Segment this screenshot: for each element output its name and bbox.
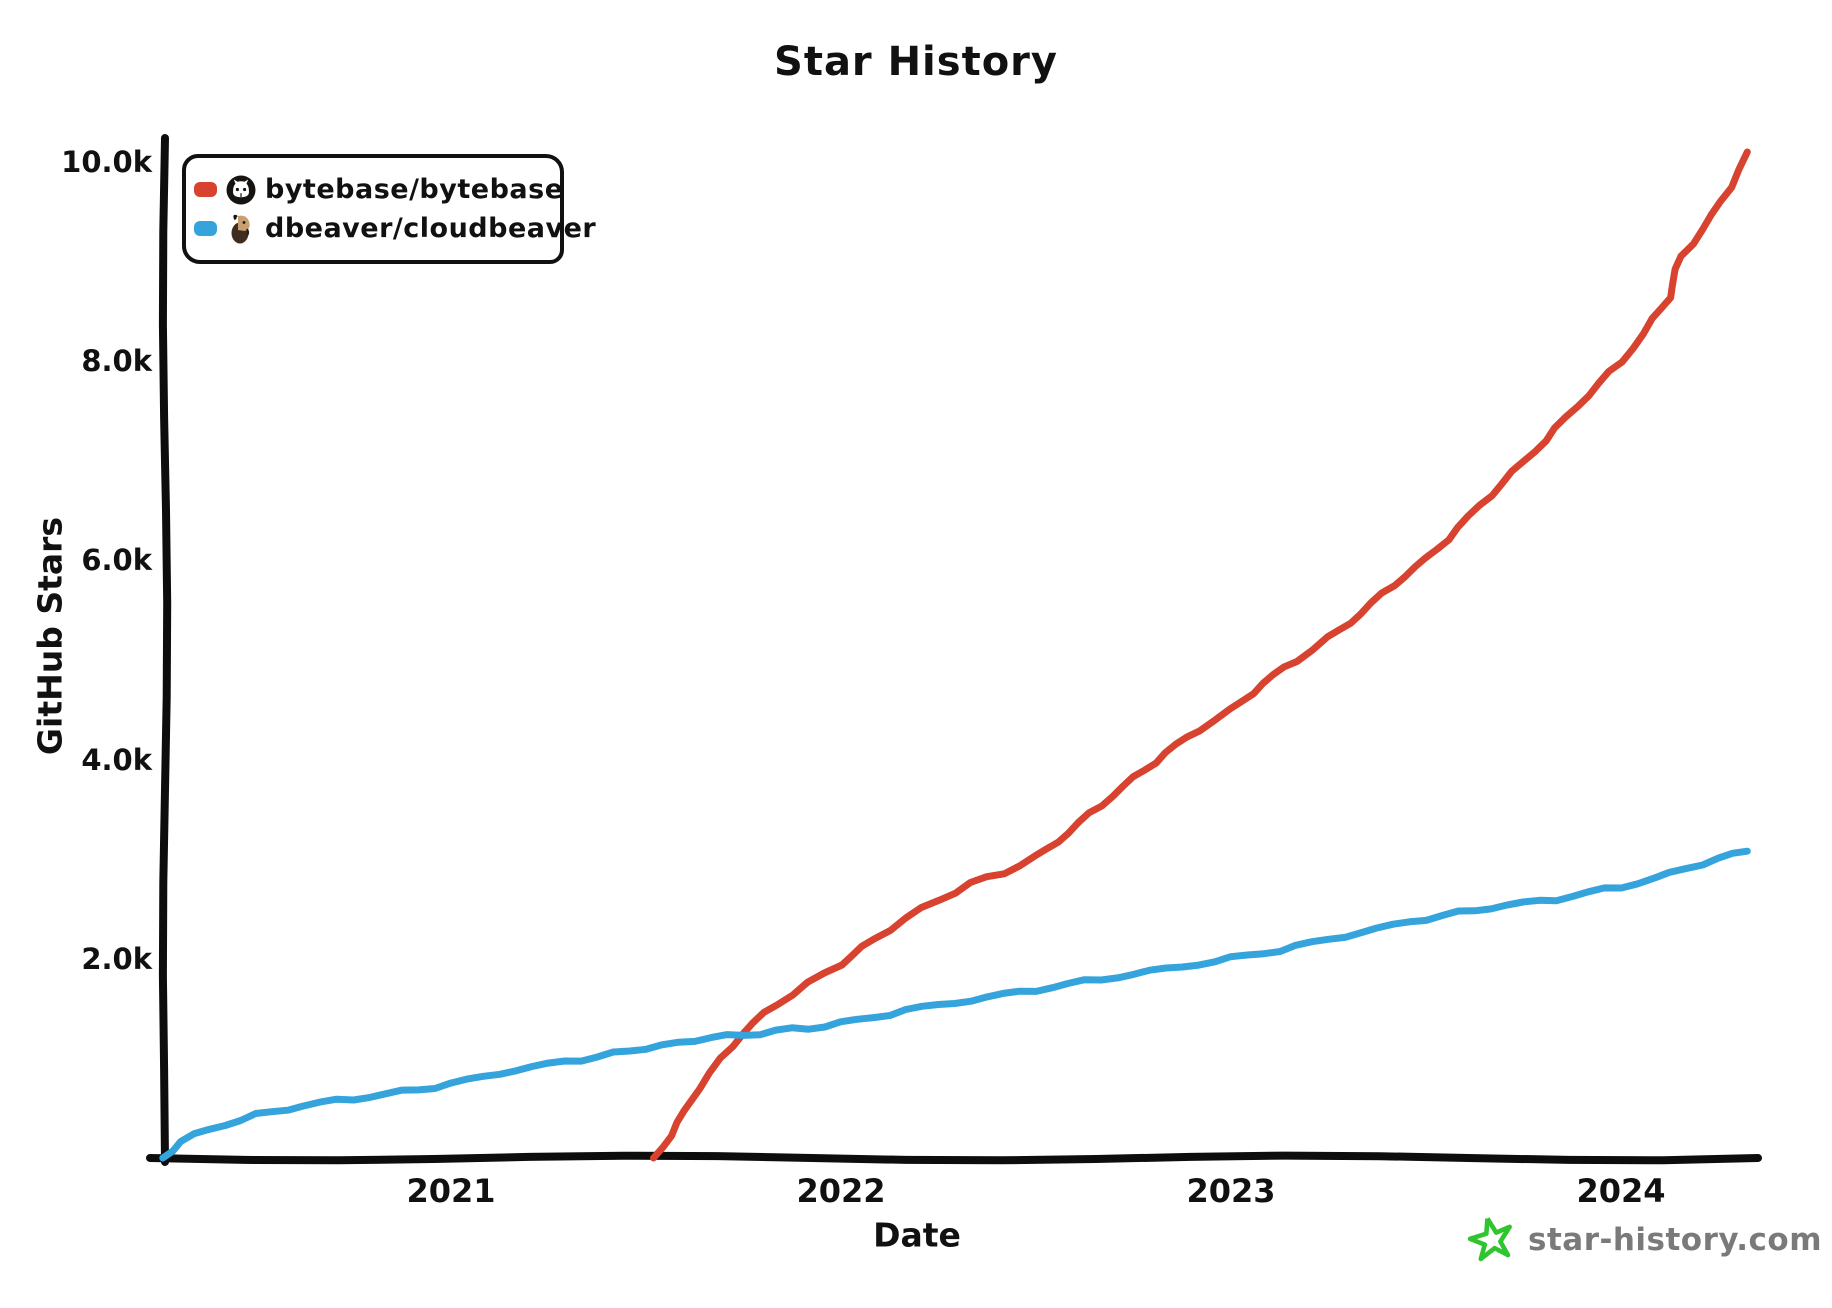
github-octocat-avatar bbox=[226, 175, 256, 204]
legend: bytebase/bytebase dbeaver/cloudbeaver bbox=[182, 154, 596, 264]
x-axis-line bbox=[146, 1151, 1762, 1165]
y-tick-label: 6.0k bbox=[81, 543, 152, 577]
x-axis-title: Date bbox=[873, 1215, 961, 1255]
legend-repo-name: bytebase/bytebase bbox=[265, 174, 564, 205]
watermark-text: star-history.com bbox=[1528, 1222, 1823, 1258]
y-tick-label: 8.0k bbox=[81, 344, 152, 378]
x-tick-label: 2024 bbox=[1576, 1172, 1666, 1210]
x-tick-label: 2023 bbox=[1186, 1172, 1276, 1210]
y-axis-line bbox=[158, 134, 172, 1166]
legend-color-swatch bbox=[194, 182, 217, 197]
legend-color-swatch bbox=[194, 221, 217, 236]
x-tick-label: 2022 bbox=[796, 1172, 886, 1210]
series-line-bytebase bbox=[650, 148, 1751, 1162]
star-history-logo-icon bbox=[1467, 1217, 1512, 1262]
x-tick-label: 2021 bbox=[406, 1172, 496, 1210]
chart-title: Star History bbox=[774, 39, 1058, 85]
y-tick-label: 10.0k bbox=[61, 145, 152, 179]
series-line-dbeaver bbox=[159, 847, 1751, 1162]
legend-item: bytebase/bytebase bbox=[194, 174, 563, 205]
legend-item: dbeaver/cloudbeaver bbox=[194, 213, 596, 244]
beaver-avatar bbox=[231, 214, 250, 243]
y-tick-label: 4.0k bbox=[81, 743, 152, 777]
watermark: star-history.com bbox=[1466, 1214, 1822, 1266]
y-axis-title: GitHub Stars bbox=[30, 516, 70, 756]
legend-repo-name: dbeaver/cloudbeaver bbox=[265, 213, 597, 244]
y-tick-label: 2.0k bbox=[81, 942, 152, 976]
